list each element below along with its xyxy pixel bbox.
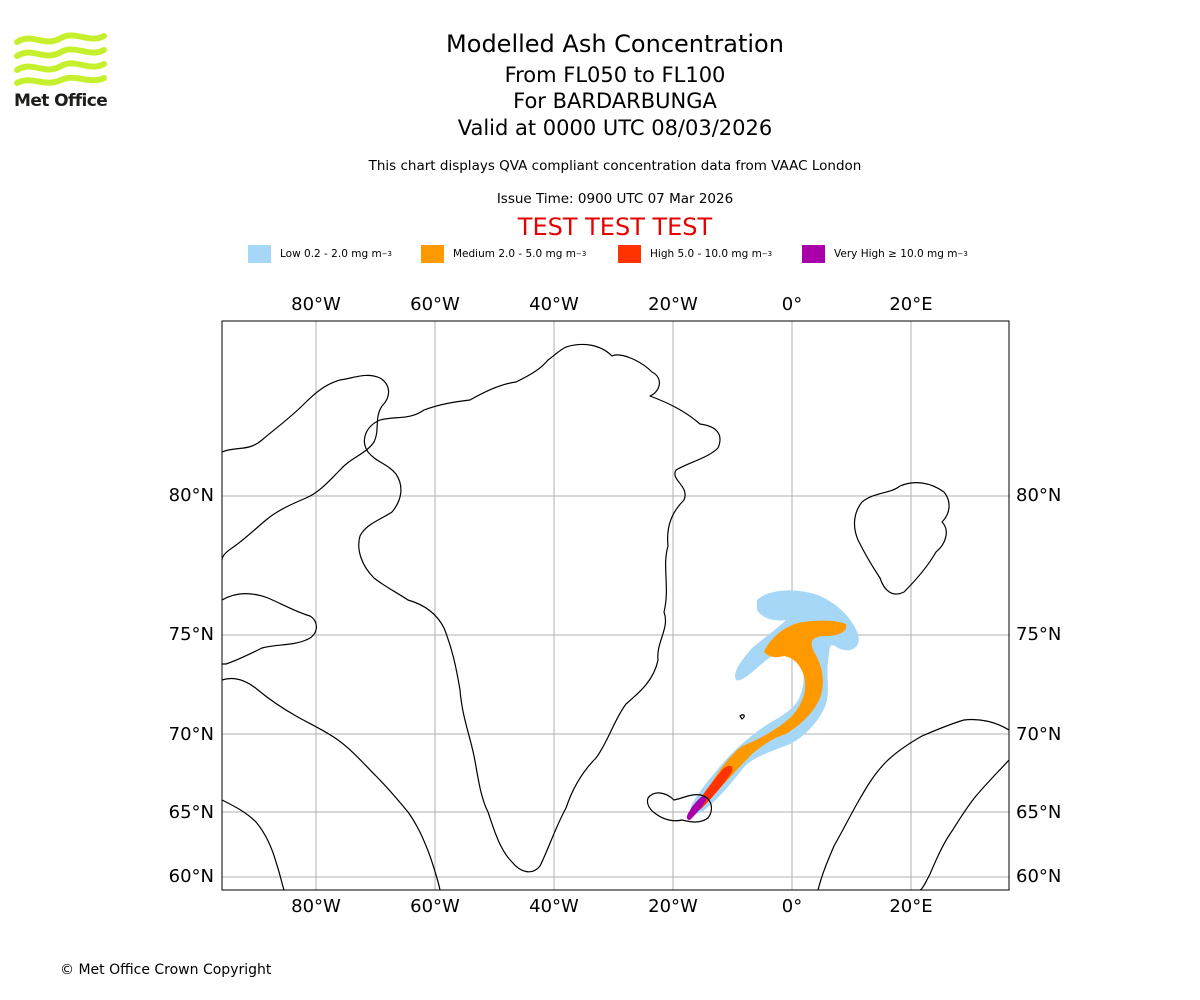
legend-swatch-low (248, 245, 271, 263)
legend-label-very-high: Very High ≥ 10.0 mg m (834, 248, 958, 260)
legend-swatch-high (618, 245, 641, 263)
copyright-notice: © Met Office Crown Copyright (60, 962, 272, 978)
legend-unit-exponent: −3 (957, 250, 968, 258)
flight-level-range: From FL050 to FL100 (504, 63, 726, 87)
qva-compliance-note: This chart displays QVA compliant concen… (368, 158, 862, 174)
logo-wave-3 (14, 60, 107, 73)
lon-label-40w: 40°W (529, 896, 579, 917)
lon-label-40w: 40°W (529, 294, 579, 315)
legend-swatch-medium (421, 245, 444, 263)
chart-title: Modelled Ash Concentration (446, 30, 784, 58)
lon-label-20e: 20°E (889, 896, 932, 917)
lat-label-60n: 60°N (1016, 866, 1061, 887)
lon-label-80w: 80°W (291, 294, 341, 315)
lon-labels-bottom: 80°W 60°W 40°W 20°W 0° 20°E (291, 896, 932, 917)
map-background (222, 321, 1009, 890)
logo-wave-4 (14, 74, 107, 86)
svalbard-coastline (853, 482, 950, 595)
canada-archipelago-coastline (222, 374, 390, 561)
logo-wave-2 (14, 46, 107, 59)
coastlines (222, 343, 1009, 890)
lon-label-0: 0° (782, 896, 802, 917)
issue-time: Issue Time: 0900 UTC 07 Mar 2026 (496, 191, 734, 207)
lon-label-0: 0° (782, 294, 802, 315)
lon-label-20e: 20°E (889, 294, 932, 315)
test-banner: TEST TEST TEST (517, 213, 713, 241)
legend-item-low: Low 0.2 - 2.0 mg m −3 (248, 244, 392, 264)
map-frame (221, 320, 1010, 891)
greenland-coastline (358, 343, 721, 873)
lat-labels-left: 80°N 75°N 70°N 65°N 60°N (169, 485, 214, 887)
baffin-island-coastline (222, 593, 317, 665)
met-office-logo-text: Met Office (14, 91, 108, 111)
iceland-coastline (646, 792, 713, 823)
lat-label-80n: 80°N (169, 485, 214, 506)
met-office-logo-icon (14, 32, 107, 86)
lon-label-80w: 80°W (291, 896, 341, 917)
gridlines (222, 321, 1009, 890)
legend-label-high: High 5.0 - 10.0 mg m (650, 248, 762, 260)
lat-label-65n: 65°N (1016, 802, 1061, 823)
legend-item-very-high: Very High ≥ 10.0 mg m −3 (802, 244, 968, 264)
legend-swatch-very-high (802, 245, 825, 263)
ash-medium-region (710, 620, 847, 792)
legend-item-high: High 5.0 - 10.0 mg m −3 (618, 244, 772, 264)
ash-very-high-region (686, 795, 707, 820)
lat-label-60n: 60°N (169, 866, 214, 887)
labrador-coastline (222, 799, 285, 890)
lat-label-70n: 70°N (169, 724, 214, 745)
lon-label-20w: 20°W (648, 294, 698, 315)
lat-label-65n: 65°N (169, 802, 214, 823)
lat-labels-right: 80°N 75°N 70°N 65°N 60°N (1016, 485, 1061, 887)
lat-label-75n: 75°N (169, 624, 214, 645)
legend-label-medium: Medium 2.0 - 5.0 mg m (453, 248, 576, 260)
lon-label-60w: 60°W (410, 294, 460, 315)
lon-label-20w: 20°W (648, 896, 698, 917)
concentration-legend: Low 0.2 - 2.0 mg m −3 Medium 2.0 - 5.0 mg… (0, 244, 1200, 264)
volcano-name: For BARDARBUNGA (513, 89, 717, 113)
lat-label-80n: 80°N (1016, 485, 1061, 506)
logo-wave-1 (14, 32, 107, 45)
lon-labels-top: 80°W 60°W 40°W 20°W 0° 20°E (291, 294, 932, 315)
sweden-finland-outline (919, 759, 1009, 890)
legend-unit-exponent: −3 (575, 250, 587, 258)
ash-plume (686, 590, 859, 820)
valid-time: Valid at 0000 UTC 08/03/2026 (457, 116, 773, 140)
lon-label-60w: 60°W (410, 896, 460, 917)
legend-unit-exponent: −3 (761, 250, 773, 258)
scandinavia-coastline (817, 718, 1009, 890)
legend-label-low: Low 0.2 - 2.0 mg m (280, 248, 382, 260)
legend-unit-exponent: −3 (381, 250, 393, 258)
jan-mayen-island (739, 714, 745, 720)
lat-label-70n: 70°N (1016, 724, 1061, 745)
lat-label-75n: 75°N (1016, 624, 1061, 645)
canada-mainland-coastline (222, 677, 441, 890)
legend-item-medium: Medium 2.0 - 5.0 mg m −3 (421, 244, 586, 264)
